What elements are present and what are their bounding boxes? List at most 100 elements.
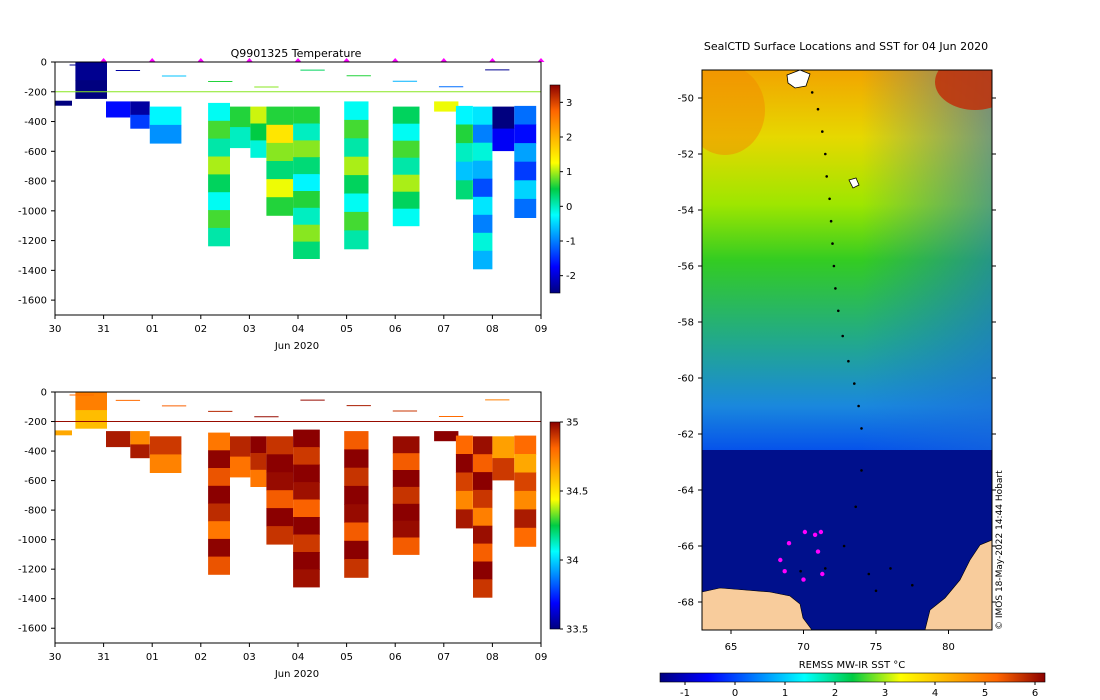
profile-cell	[250, 453, 267, 471]
track-point	[911, 583, 914, 587]
x-tick-label: 03	[243, 324, 256, 335]
profile-cell	[266, 161, 294, 180]
surface-marker	[294, 58, 302, 62]
track-point	[824, 152, 827, 156]
sst-colorbar-tick-label: 5	[982, 688, 988, 699]
x-tick-label: 02	[194, 324, 207, 335]
salinity-panel: 0 -200 -400 -600 -800 -1000 -1200 -1400 -1600 30…	[18, 388, 588, 681]
y-tick-label: -800	[24, 177, 47, 188]
sst-colorbar-tick-label: 2	[832, 688, 838, 699]
profile-cell	[344, 485, 369, 505]
surface-marker	[440, 58, 448, 62]
track-point	[874, 589, 878, 593]
profile-cell	[266, 454, 294, 473]
surface-location	[815, 549, 821, 554]
track-point	[824, 567, 827, 570]
profile-cell	[293, 140, 320, 158]
profile-cell	[230, 436, 251, 458]
profile-cell	[293, 429, 320, 448]
track-point	[847, 359, 850, 363]
profile-cell	[434, 101, 459, 112]
profile-cell	[75, 80, 107, 99]
profile-cell	[392, 208, 420, 227]
profile-cell	[473, 507, 493, 527]
profile-cell	[208, 503, 230, 522]
lon-tick-label: 80	[942, 642, 955, 653]
y-tick-label: -1600	[18, 296, 47, 307]
profile-cell	[230, 456, 251, 478]
salinity-surface-lines	[55, 394, 541, 423]
colorbar-tick-label: -1	[566, 237, 576, 248]
profile-cell	[514, 509, 537, 529]
track-point	[841, 334, 844, 338]
x-tick-label: 06	[389, 324, 402, 335]
profile-cell	[266, 106, 294, 126]
surface-location	[802, 529, 808, 535]
surface-location	[778, 557, 783, 563]
lat-tick-label: -66	[678, 542, 694, 553]
x-tick-label: 31	[97, 652, 110, 663]
sst-colorbar-tick-label: 6	[1032, 688, 1038, 699]
profile-cell	[149, 454, 182, 473]
profile-cell	[230, 106, 251, 128]
profile-cell	[344, 230, 369, 250]
profile-cell	[344, 504, 369, 523]
profile-cell	[392, 157, 420, 176]
profile-cell	[230, 127, 251, 149]
temperature-y-axis: 0 -200 -400 -600 -800 -1000 -1200 -1400 -1600	[18, 58, 55, 307]
y-tick-label: 0	[41, 58, 47, 69]
profile-cell	[208, 192, 230, 211]
profile-cell	[473, 543, 493, 562]
temperature-colorbar	[549, 84, 561, 294]
y-tick-label: -800	[24, 506, 47, 517]
profile-cell	[266, 526, 294, 545]
profile-cell	[130, 444, 150, 459]
profile-cell	[208, 468, 230, 487]
profile-cell	[75, 62, 107, 81]
sst-colorbar-tick-label: -1	[680, 688, 690, 699]
y-tick-label: -1600	[18, 624, 47, 635]
kerguelen-island	[786, 70, 811, 89]
profile-cell	[455, 161, 473, 181]
profile-cell	[293, 241, 320, 259]
profile-cell	[293, 499, 320, 518]
profile-cell	[250, 106, 267, 124]
sst-colorbar-tick-label: 4	[932, 688, 938, 699]
profile-cell	[344, 540, 369, 560]
x-tick-label: 03	[243, 652, 256, 663]
sst-colorbar-tick-label: 0	[732, 688, 738, 699]
profile-cell	[130, 114, 150, 129]
profile-cell	[392, 174, 420, 193]
y-tick-label: -1200	[18, 565, 47, 576]
profile-cell	[455, 454, 473, 473]
profile-cell	[514, 490, 537, 510]
track-point	[837, 309, 840, 313]
profile-cell	[473, 178, 493, 198]
profile-cell	[293, 517, 320, 535]
profile-cell	[55, 430, 72, 436]
profile-cell	[455, 490, 473, 510]
temperature-x-axis: 30 31 01 02 03 04 05 06 07 08 09	[49, 315, 547, 335]
sst-colorbar-tick-label: 3	[882, 688, 888, 699]
x-tick-label: 08	[486, 652, 499, 663]
surface-marker	[148, 58, 156, 62]
y-tick-label: -200	[24, 87, 47, 98]
profile-cell	[208, 138, 230, 157]
lat-tick-label: -58	[678, 318, 694, 329]
profile-cell	[473, 579, 493, 598]
y-tick-label: -400	[24, 447, 47, 458]
profile-cell	[266, 508, 294, 527]
seal-track	[799, 91, 914, 593]
track-point	[857, 404, 860, 408]
sst-warm-west	[702, 70, 765, 155]
profile-cell	[293, 191, 320, 209]
lat-tick-label: -50	[678, 94, 694, 105]
profile-cell	[250, 469, 267, 487]
x-tick-label: 07	[437, 324, 450, 335]
profile-cell	[455, 509, 473, 529]
profile-cell	[130, 101, 150, 116]
salinity-x-axis: 30 31 01 02 03 04 05 06 07 08 09	[49, 643, 547, 663]
salinity-x-label: Jun 2020	[274, 669, 319, 680]
x-tick-label: 05	[340, 324, 353, 335]
profile-cell	[492, 436, 515, 459]
